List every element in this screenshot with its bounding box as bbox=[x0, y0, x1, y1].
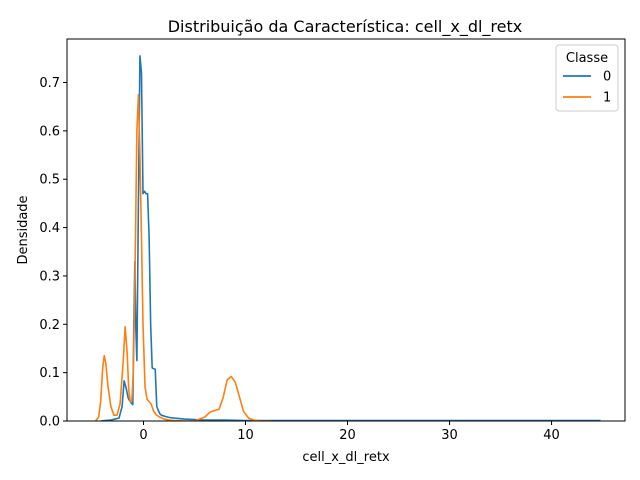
x-axis: 0 10 20 30 40 bbox=[139, 421, 560, 443]
chart-title: Distribuição da Característica: cell_x_d… bbox=[168, 17, 523, 37]
series-line-1 bbox=[94, 93, 272, 421]
y-tick-label: 0.2 bbox=[39, 318, 60, 333]
x-tick-label: 20 bbox=[339, 428, 356, 443]
x-tick-label: 30 bbox=[441, 428, 458, 443]
legend-box bbox=[555, 44, 619, 112]
legend-entries: 01 bbox=[563, 70, 611, 106]
legend-label-1: 1 bbox=[603, 91, 611, 106]
x-tick-label: 40 bbox=[543, 428, 560, 443]
x-axis-label: cell_x_dl_retx bbox=[302, 450, 390, 465]
legend: Classe 01 bbox=[555, 44, 619, 112]
y-tick-label: 0.3 bbox=[39, 269, 60, 284]
y-tick-label: 0.0 bbox=[39, 415, 60, 430]
series-line-0 bbox=[100, 55, 601, 421]
x-tick-label: 10 bbox=[237, 428, 254, 443]
y-axis: 0.0 0.1 0.2 0.3 0.4 0.5 0.6 0.7 bbox=[39, 76, 67, 430]
y-tick-label: 0.7 bbox=[39, 76, 60, 91]
x-tick-label: 0 bbox=[139, 428, 147, 443]
legend-title: Classe bbox=[566, 51, 608, 66]
plot-frame bbox=[66, 38, 626, 422]
legend-label-0: 0 bbox=[603, 70, 611, 85]
y-tick-label: 0.1 bbox=[39, 366, 60, 381]
y-tick-label: 0.4 bbox=[39, 221, 60, 236]
plot-area bbox=[94, 55, 601, 421]
y-tick-label: 0.6 bbox=[39, 124, 60, 139]
y-axis-label: Densidade bbox=[16, 195, 31, 264]
y-tick-label: 0.5 bbox=[39, 173, 60, 188]
